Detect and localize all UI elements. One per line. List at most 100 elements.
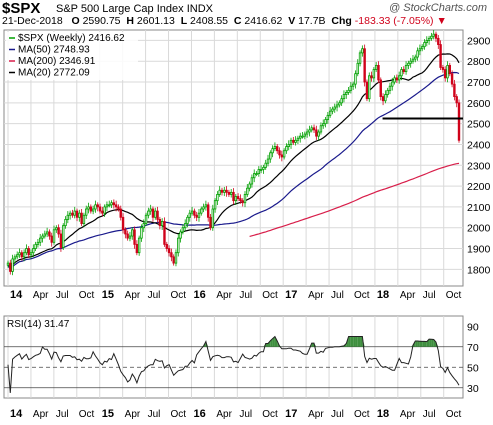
candle — [80, 212, 83, 224]
rsi-overbought-fill — [311, 343, 315, 347]
candle — [446, 64, 449, 79]
change-down-icon: ▼ — [436, 15, 447, 27]
candle — [68, 212, 72, 216]
x-tick-label: Apr — [216, 409, 232, 420]
candle — [243, 194, 247, 204]
candle — [190, 210, 194, 214]
candle — [193, 210, 196, 216]
x-tick-label: Oct — [79, 409, 95, 420]
candle — [108, 204, 111, 207]
rsi-overbought-fill — [348, 336, 351, 347]
candle — [177, 237, 180, 254]
candle — [340, 98, 343, 104]
candle — [172, 256, 175, 264]
candle — [416, 50, 419, 58]
candle — [32, 248, 35, 254]
candle — [381, 96, 385, 102]
candle — [174, 252, 178, 264]
candle — [310, 127, 313, 131]
x-tick-label: Oct — [262, 409, 278, 420]
candle — [91, 208, 95, 212]
candle — [101, 210, 104, 214]
candle — [22, 252, 26, 258]
rsi-overbought-fill — [419, 341, 423, 347]
candle — [236, 196, 240, 199]
candle — [227, 191, 231, 195]
candle — [216, 194, 219, 202]
candle — [124, 229, 127, 235]
candle — [181, 227, 185, 233]
candle — [218, 189, 221, 195]
candle — [255, 173, 258, 176]
x-tick-label: Oct — [446, 290, 462, 301]
candle — [407, 62, 410, 66]
candle — [363, 48, 366, 83]
candle — [149, 208, 152, 212]
candle — [259, 169, 263, 171]
x-tick-label: 17 — [285, 408, 297, 420]
candle — [25, 248, 28, 254]
candle — [354, 73, 357, 85]
candle — [301, 135, 304, 138]
candle — [200, 208, 203, 214]
candle — [135, 243, 139, 254]
candle — [345, 92, 348, 95]
x-tick-label: Apr — [33, 290, 49, 301]
x-tick-label: Jul — [423, 409, 436, 420]
candle — [202, 206, 205, 210]
rsi-overbought-fill — [268, 340, 271, 347]
candle — [282, 150, 286, 158]
x-tick-label: Oct — [171, 290, 187, 301]
candle — [331, 108, 334, 112]
y-tick-label: 2600 — [467, 98, 491, 110]
candle — [377, 64, 380, 81]
candle — [20, 252, 24, 258]
candle — [156, 210, 159, 220]
candle — [105, 204, 109, 208]
legend-label: MA(200) 2346.91 — [18, 56, 96, 67]
candle — [335, 104, 339, 108]
candle — [292, 139, 295, 143]
candle — [13, 256, 17, 260]
candle — [87, 206, 90, 210]
x-tick-label: Jul — [148, 290, 161, 301]
legend-box — [6, 32, 138, 80]
candle — [443, 69, 447, 79]
candle — [289, 139, 293, 145]
candle — [41, 235, 44, 239]
y-tick-label: 2700 — [467, 77, 491, 89]
rsi-label: RSI(14) 31.47 — [7, 319, 70, 330]
candle — [322, 123, 325, 127]
candle — [280, 154, 284, 158]
candle — [73, 210, 76, 216]
x-tick-label: Apr — [33, 409, 49, 420]
exchange-label: INDX — [186, 3, 213, 15]
rsi-overbought-fill — [360, 336, 363, 347]
candle — [312, 127, 316, 131]
x-tick-label: Jul — [56, 409, 69, 420]
candle — [151, 208, 155, 218]
x-tick-label: Apr — [125, 290, 141, 301]
candle — [195, 214, 198, 218]
candle — [48, 231, 51, 237]
main-panel: 1800 1900 2000 2100 2200 2300 2400 2500 2600 2700… — [3, 29, 491, 301]
x-tick-label: 15 — [102, 408, 114, 420]
rsi-overbought-fill — [417, 341, 420, 347]
candle — [453, 83, 456, 98]
candle — [160, 221, 164, 227]
x-tick-label: 18 — [377, 289, 389, 301]
x-tick-label: 15 — [102, 289, 114, 301]
y-tick-label: 2100 — [467, 202, 491, 214]
change-key: Chg — [331, 15, 352, 27]
candle — [374, 64, 378, 70]
x-tick-label: Oct — [354, 290, 370, 301]
candle — [266, 158, 270, 164]
x-tick-label: Apr — [400, 409, 416, 420]
x-tick-label: 16 — [193, 408, 205, 420]
candle — [131, 229, 134, 237]
candle — [34, 243, 37, 249]
candle — [98, 206, 102, 212]
candle — [294, 139, 297, 143]
y-tick-label: 2800 — [467, 56, 491, 68]
candle — [349, 85, 353, 91]
